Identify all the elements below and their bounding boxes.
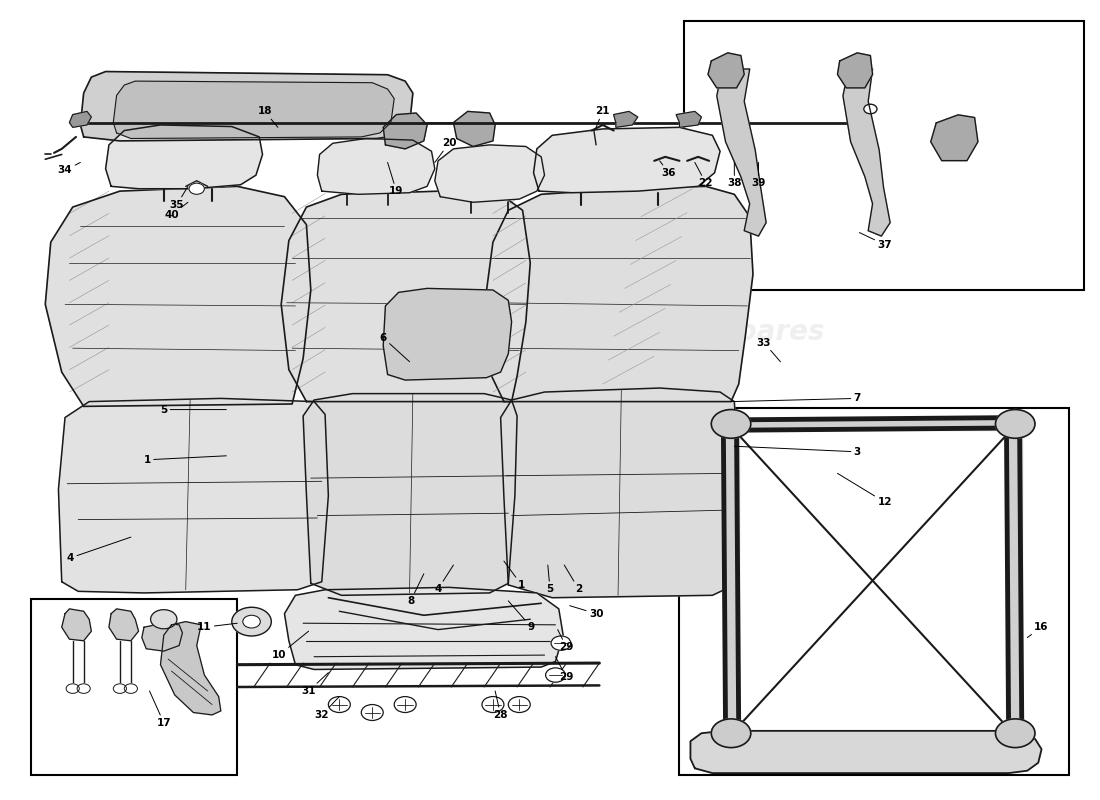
Polygon shape [62, 609, 91, 641]
Text: 34: 34 [57, 162, 80, 175]
Text: 1: 1 [504, 561, 525, 590]
Polygon shape [708, 53, 745, 88]
Polygon shape [282, 191, 530, 402]
Circle shape [77, 684, 90, 694]
Circle shape [712, 410, 751, 438]
Bar [31, 599, 238, 774]
Circle shape [151, 610, 177, 629]
Circle shape [189, 183, 205, 194]
Text: 33: 33 [757, 338, 780, 362]
Circle shape [546, 668, 565, 682]
Text: 40: 40 [164, 202, 188, 220]
Text: 5: 5 [161, 405, 227, 414]
Circle shape [864, 104, 877, 114]
Text: 28: 28 [494, 691, 508, 720]
Polygon shape [484, 186, 754, 402]
Circle shape [361, 705, 383, 721]
Polygon shape [142, 623, 183, 651]
Polygon shape [383, 113, 427, 149]
Text: 30: 30 [570, 606, 603, 618]
Circle shape [996, 719, 1035, 747]
Polygon shape [58, 398, 329, 593]
Polygon shape [80, 71, 412, 141]
Text: 16: 16 [1027, 622, 1048, 638]
Polygon shape [69, 111, 91, 127]
Text: 1: 1 [144, 454, 227, 465]
Text: 2: 2 [564, 565, 582, 594]
Polygon shape [113, 81, 394, 138]
Circle shape [996, 410, 1035, 438]
Text: 4: 4 [434, 565, 453, 594]
Text: 17: 17 [150, 691, 172, 728]
Circle shape [232, 607, 272, 636]
Text: 36: 36 [660, 161, 675, 178]
Text: 31: 31 [301, 673, 329, 696]
Text: 21: 21 [595, 106, 609, 127]
Polygon shape [383, 288, 512, 380]
Polygon shape [304, 394, 517, 595]
Polygon shape [434, 145, 544, 202]
Text: 7: 7 [732, 394, 861, 403]
Text: 19: 19 [387, 162, 404, 196]
Text: 18: 18 [257, 106, 278, 127]
Polygon shape [45, 186, 311, 406]
Polygon shape [691, 731, 1042, 773]
Text: 5: 5 [547, 565, 553, 594]
Text: 9: 9 [508, 601, 535, 632]
Text: 22: 22 [695, 162, 713, 188]
Text: 29: 29 [556, 657, 573, 682]
Polygon shape [161, 622, 221, 715]
Polygon shape [109, 609, 139, 641]
Text: 20: 20 [434, 138, 456, 162]
Text: eurospares: eurospares [649, 318, 824, 346]
Circle shape [551, 636, 571, 650]
Polygon shape [837, 53, 872, 88]
Polygon shape [285, 587, 563, 670]
Text: 38: 38 [727, 162, 741, 188]
Circle shape [482, 697, 504, 713]
Circle shape [124, 684, 138, 694]
Polygon shape [500, 388, 739, 598]
Text: 8: 8 [407, 574, 424, 606]
Polygon shape [676, 111, 702, 127]
Circle shape [243, 615, 261, 628]
Circle shape [66, 684, 79, 694]
Text: 12: 12 [837, 474, 892, 507]
Polygon shape [453, 111, 495, 146]
Text: 10: 10 [272, 631, 309, 660]
Text: 35: 35 [169, 186, 188, 210]
Polygon shape [717, 69, 767, 236]
Polygon shape [1006, 428, 1022, 731]
Polygon shape [106, 125, 263, 189]
Text: 6: 6 [379, 333, 409, 362]
Polygon shape [534, 127, 720, 193]
Text: 11: 11 [197, 622, 238, 632]
Circle shape [712, 719, 751, 747]
Text: 3: 3 [735, 446, 861, 457]
Polygon shape [843, 69, 890, 236]
Polygon shape [318, 138, 434, 194]
Bar [680, 408, 1069, 774]
Polygon shape [726, 428, 739, 731]
Circle shape [329, 697, 350, 713]
Text: 37: 37 [859, 233, 892, 250]
Bar [684, 21, 1085, 290]
Polygon shape [724, 418, 1022, 430]
Polygon shape [614, 111, 638, 127]
Polygon shape [931, 115, 978, 161]
Text: 32: 32 [315, 697, 339, 720]
Text: eurospares: eurospares [210, 318, 385, 346]
Text: 29: 29 [558, 630, 573, 652]
Text: 39: 39 [751, 162, 766, 188]
Text: 4: 4 [67, 537, 131, 563]
Circle shape [394, 697, 416, 713]
Circle shape [113, 684, 127, 694]
Circle shape [508, 697, 530, 713]
